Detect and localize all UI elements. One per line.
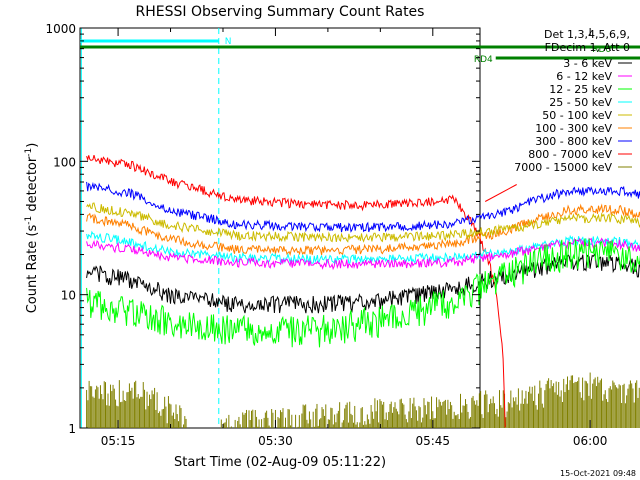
series-line bbox=[86, 253, 640, 314]
x-tick-label: 05:30 bbox=[258, 434, 293, 448]
x-axis-label: Start Time (02-Aug-09 05:11:22) bbox=[174, 455, 386, 470]
y-axis-label-mid: detector bbox=[25, 156, 40, 216]
y-tick-label: 100 bbox=[53, 155, 76, 169]
series-line bbox=[86, 181, 640, 233]
legend-label: 300 - 800 keV bbox=[535, 135, 612, 148]
legend-label: 50 - 100 keV bbox=[542, 109, 612, 122]
series-line-segment bbox=[484, 184, 517, 202]
series-line bbox=[86, 203, 640, 257]
legend-label: 7000 - 15000 keV bbox=[514, 161, 612, 174]
legend-label: 800 - 7000 keV bbox=[528, 148, 612, 161]
legend-label: 100 - 300 keV bbox=[535, 122, 612, 135]
series-lines bbox=[86, 154, 640, 428]
legend-header-line2: FDecim 1, Att 0 bbox=[545, 41, 630, 54]
x-tick-label: 05:15 bbox=[101, 434, 136, 448]
x-tick-label: 05:45 bbox=[415, 434, 450, 448]
series-line bbox=[86, 238, 640, 348]
chart-title: RHESSI Observing Summary Count Rates bbox=[136, 4, 425, 20]
y-tick-label: 1 bbox=[68, 422, 76, 436]
legend-header-line1: Det 1,3,4,5,6,9, bbox=[544, 28, 630, 41]
y-tick-label: 1000 bbox=[45, 22, 76, 36]
x-tick-label: 06:00 bbox=[573, 434, 608, 448]
flag-label: RD4 bbox=[474, 55, 493, 65]
y-tick-label: 10 bbox=[61, 289, 76, 303]
footer-date: 15-Oct-2021 09:48 bbox=[560, 469, 636, 478]
flag-label: RD0 bbox=[592, 45, 611, 55]
y-axis-label-sup2: -1 bbox=[24, 148, 34, 157]
flag-bars: N RD0 RD4 bbox=[80, 37, 640, 65]
y-axis-label: Count Rate (s-1 detector-1) bbox=[24, 143, 40, 314]
flag-label: N bbox=[225, 37, 232, 47]
y-axis-ticks: 1 10 100 1000 bbox=[45, 22, 480, 436]
y-axis-label-main: Count Rate (s bbox=[25, 225, 40, 314]
legend-label: 12 - 25 keV bbox=[549, 83, 612, 96]
y-axis-label-end: ) bbox=[25, 143, 40, 148]
legend-label: 25 - 50 keV bbox=[549, 96, 612, 109]
legend: Det 1,3,4,5,6,9, FDecim 1, Att 0 3 - 6 k… bbox=[514, 28, 632, 174]
legend-label: 3 - 6 keV bbox=[563, 57, 612, 70]
series-line bbox=[86, 154, 506, 428]
series-line bbox=[86, 202, 640, 243]
series-line bbox=[86, 237, 640, 271]
y-axis-label-sup1: -1 bbox=[24, 216, 34, 225]
legend-label: 6 - 12 keV bbox=[556, 70, 612, 83]
